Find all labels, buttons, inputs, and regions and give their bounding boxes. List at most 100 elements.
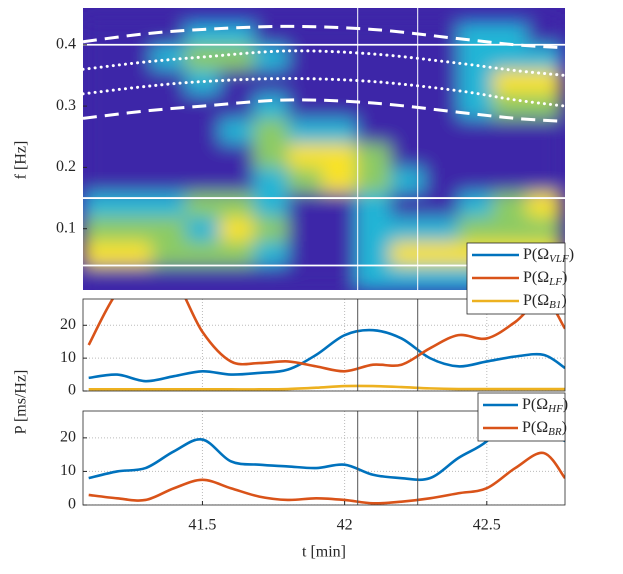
heatmap-cell xyxy=(458,69,493,95)
y-tick-label: 0.2 xyxy=(56,158,76,175)
heatmap-cell xyxy=(390,216,425,242)
heatmap-cell xyxy=(219,69,255,95)
line-series xyxy=(87,299,565,373)
heatmap-cell xyxy=(185,118,220,144)
heatmap-cell xyxy=(151,265,186,290)
heatmap-cell xyxy=(185,265,220,290)
heatmap-cell xyxy=(185,191,220,217)
heatmap-cell xyxy=(355,216,391,242)
legend-label: P(ΩHF) xyxy=(522,396,568,415)
heatmap-cell xyxy=(185,240,220,266)
heatmap-cell xyxy=(458,216,493,242)
heatmap-cell xyxy=(321,69,357,95)
legend-label: P(ΩLF) xyxy=(523,269,567,288)
heatmap-cell xyxy=(492,118,528,144)
heatmap-cell xyxy=(219,191,255,217)
heatmap-cell xyxy=(526,142,562,168)
heatmap-cell xyxy=(287,69,323,95)
heatmap-cell xyxy=(526,44,562,70)
heatmap-cell xyxy=(117,20,152,46)
heatmap-cell xyxy=(219,20,255,46)
heatmap-cell xyxy=(185,69,220,95)
heatmap-cell xyxy=(151,191,186,217)
heatmap-cell xyxy=(492,69,528,95)
heatmap-cell xyxy=(117,118,152,144)
heatmap-cell xyxy=(117,93,152,119)
heatmap-cell xyxy=(390,191,425,217)
heatmap-cell xyxy=(219,118,255,144)
heatmap-cell xyxy=(185,20,220,46)
heatmap-cell xyxy=(355,118,391,144)
band-line xyxy=(83,24,565,50)
legend-box xyxy=(477,392,566,442)
heatmap-cell xyxy=(492,216,528,242)
heatmap-cell xyxy=(424,44,459,70)
legend-label: P(ΩBR) xyxy=(522,419,567,438)
heatmap-cell xyxy=(492,167,528,193)
heatmap-cell xyxy=(424,216,459,242)
heatmap-cell xyxy=(151,167,186,193)
heatmap-cell xyxy=(424,118,459,144)
heatmap-cell xyxy=(492,20,528,46)
heatmap-cell xyxy=(355,167,391,193)
y-tick-label: 10 xyxy=(60,462,76,479)
y-tick-label: 0.3 xyxy=(56,97,76,114)
line-series xyxy=(88,384,565,391)
heatmap-cell xyxy=(492,93,528,119)
line-series xyxy=(88,451,565,505)
heatmap-cell xyxy=(219,93,255,119)
heatmap-cell xyxy=(321,216,357,242)
heatmap-cell xyxy=(151,69,186,95)
heatmap-cell xyxy=(253,167,289,193)
heatmap-cell xyxy=(185,44,220,70)
heatmap-cell xyxy=(83,167,118,193)
heatmap-cell xyxy=(526,20,562,46)
plot-frame xyxy=(82,298,566,392)
band-line xyxy=(83,76,565,108)
heatmap-cell xyxy=(526,191,562,217)
y-tick-label: 20 xyxy=(60,316,76,333)
y-axis-label: f [Hz] xyxy=(13,141,30,180)
heatmap-cell xyxy=(117,142,152,168)
heatmap-cell xyxy=(355,142,391,168)
x-tick-label: 41.5 xyxy=(188,517,216,534)
y-tick-label: 0 xyxy=(68,382,76,399)
heatmap-cell xyxy=(321,191,357,217)
heatmap-cell xyxy=(492,142,528,168)
heatmap-cell xyxy=(287,216,323,242)
heatmap-cell xyxy=(390,142,425,168)
heatmap-cell xyxy=(355,265,391,290)
heatmap-cell xyxy=(424,240,459,266)
heatmap-cell xyxy=(117,69,152,95)
heatmap-cell xyxy=(424,93,459,119)
heatmap-cell xyxy=(253,240,289,266)
heatmap-cell xyxy=(321,44,357,70)
heatmap-cell xyxy=(253,44,289,70)
heatmap-cell xyxy=(151,118,186,144)
y-tick-label: 0 xyxy=(68,496,76,513)
heatmap-cell xyxy=(390,167,425,193)
y-tick-label: 0.1 xyxy=(56,219,76,236)
legend-label: P(ΩVLF) xyxy=(523,246,574,265)
heatmap-cell xyxy=(219,265,255,290)
heatmap-cell xyxy=(151,44,186,70)
heatmap-cell xyxy=(253,142,289,168)
heatmap-cell xyxy=(83,240,118,266)
heatmap-cell xyxy=(117,191,152,217)
heatmap-cell xyxy=(321,167,357,193)
heatmap-cell xyxy=(83,216,118,242)
heatmap-cell xyxy=(458,142,493,168)
heatmap-cell xyxy=(185,142,220,168)
heatmap-cell xyxy=(355,93,391,119)
heatmap-cell xyxy=(458,191,493,217)
heatmap-cell xyxy=(355,44,391,70)
heatmap-cell xyxy=(117,265,152,290)
heatmap-cell xyxy=(219,44,255,70)
x-axis-label: t [min] xyxy=(302,544,346,561)
heatmap-cell xyxy=(321,20,357,46)
heatmap-cell xyxy=(253,20,289,46)
heatmap-cell xyxy=(253,191,289,217)
heatmap-cell xyxy=(390,44,425,70)
heatmap-cell xyxy=(151,216,186,242)
heatmap-cell xyxy=(151,142,186,168)
